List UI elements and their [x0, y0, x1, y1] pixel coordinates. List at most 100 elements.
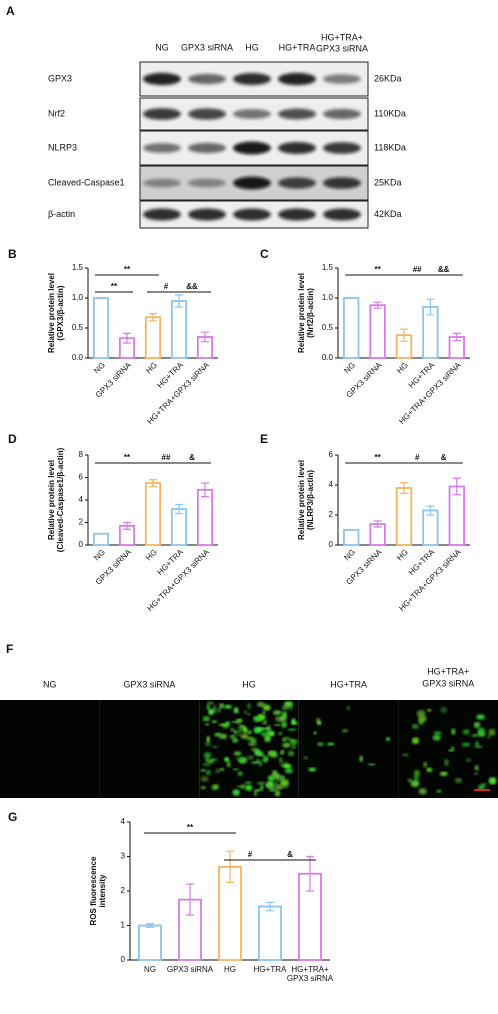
y-tick-label: 1.0: [72, 293, 84, 302]
y-axis-label: ROS fluorescenceintensity: [89, 856, 107, 925]
bar: [258, 905, 282, 961]
cell: [216, 707, 222, 713]
significance-label: **: [111, 282, 118, 291]
cell: [303, 756, 308, 760]
blot-band: [278, 72, 316, 86]
y-axis-label-line: Relative protein level: [47, 273, 56, 353]
cell: [413, 775, 419, 782]
cell: [236, 733, 242, 737]
cell: [247, 730, 252, 735]
image-label: HG: [242, 679, 256, 689]
bar: [369, 304, 386, 359]
micrograph: [99, 700, 200, 798]
lane-label: HG+TRA+: [321, 32, 363, 42]
cell: [232, 768, 239, 771]
bar: [144, 482, 162, 546]
x-tick-label: NG: [92, 361, 107, 376]
bar: [343, 297, 360, 359]
blot-band: [233, 141, 271, 155]
y-tick-label: 0: [121, 955, 126, 964]
blot-band: [143, 108, 181, 120]
cell: [284, 767, 292, 774]
cell: [200, 775, 209, 782]
cell: [359, 755, 363, 763]
cell: [407, 778, 413, 783]
cell: [289, 706, 293, 710]
image-label: GPX3 siRNA: [123, 679, 175, 689]
cell: [260, 731, 270, 737]
significance-label: &: [441, 453, 447, 462]
y-axis-label: Relative protein level(NLRP3/β-actin): [297, 460, 315, 540]
cell: [436, 789, 442, 793]
blot-band: [143, 143, 181, 153]
error-bar: [149, 479, 157, 488]
cell: [233, 751, 242, 756]
cell: [476, 714, 486, 720]
x-tick-label: NG: [144, 965, 156, 974]
cell: [240, 733, 249, 740]
blot-band: [143, 208, 181, 221]
y-axis-label-line: Relative protein level: [297, 460, 306, 540]
cell: [278, 763, 283, 766]
panel-label: F: [6, 642, 13, 656]
cell: [206, 760, 213, 763]
blot-band: [188, 73, 226, 85]
cell: [202, 716, 211, 722]
cell: [278, 757, 283, 763]
cell: [235, 757, 244, 762]
cell: [284, 703, 293, 707]
x-tick-label: HG: [224, 965, 236, 974]
cell: [240, 783, 247, 790]
cell: [233, 729, 237, 735]
blot-band: [188, 178, 226, 188]
y-tick-label: 1.0: [322, 293, 334, 302]
bar: [343, 529, 360, 546]
panel-label: C: [260, 247, 269, 261]
cell: [254, 749, 262, 756]
cell: [262, 756, 268, 763]
cell: [411, 724, 419, 729]
cell: [261, 755, 271, 758]
error-bar: [146, 923, 154, 928]
cell: [261, 710, 267, 714]
cell: [455, 777, 462, 784]
y-tick-label: 8: [79, 450, 84, 459]
lane-label: GPX3 siRNA: [181, 42, 233, 52]
micrograph: [298, 700, 399, 798]
panel-label: D: [8, 432, 17, 446]
cell: [211, 720, 218, 724]
cell: [267, 730, 275, 737]
protein-label: Cleaved-Caspase1: [48, 177, 125, 187]
error-bar: [149, 313, 157, 322]
cell: [440, 706, 448, 714]
significance-label: **: [187, 823, 194, 832]
y-axis-label-line: (GPX3/β-actin): [56, 285, 65, 340]
y-tick-label: 0.5: [322, 323, 334, 332]
cell: [224, 757, 230, 762]
cell: [256, 758, 260, 764]
cell: [474, 765, 480, 771]
cell: [248, 741, 257, 747]
y-axis-label-line: (NLRP3/β-actin): [306, 470, 315, 530]
y-axis-label: Relative protein level(Cleaved-Caspase1/…: [47, 447, 65, 552]
cell: [282, 737, 287, 742]
cell: [282, 711, 288, 718]
y-axis-label-line: intensity: [98, 874, 107, 907]
bar: [138, 924, 162, 961]
error-bar: [400, 482, 408, 494]
x-tick-label: HG: [395, 361, 410, 376]
cell: [281, 749, 286, 755]
cell: [474, 745, 483, 749]
significance-label: **: [374, 453, 381, 462]
significance-label: ##: [162, 453, 171, 462]
cell: [205, 723, 210, 726]
bar: [422, 509, 439, 546]
y-tick-label: 1.5: [72, 263, 84, 272]
cell: [253, 726, 263, 734]
blot-band: [143, 178, 181, 188]
cell: [313, 731, 317, 735]
y-tick-label: 3: [121, 852, 126, 861]
blot-band: [323, 142, 361, 154]
cell: [487, 734, 491, 739]
cell: [208, 708, 214, 716]
